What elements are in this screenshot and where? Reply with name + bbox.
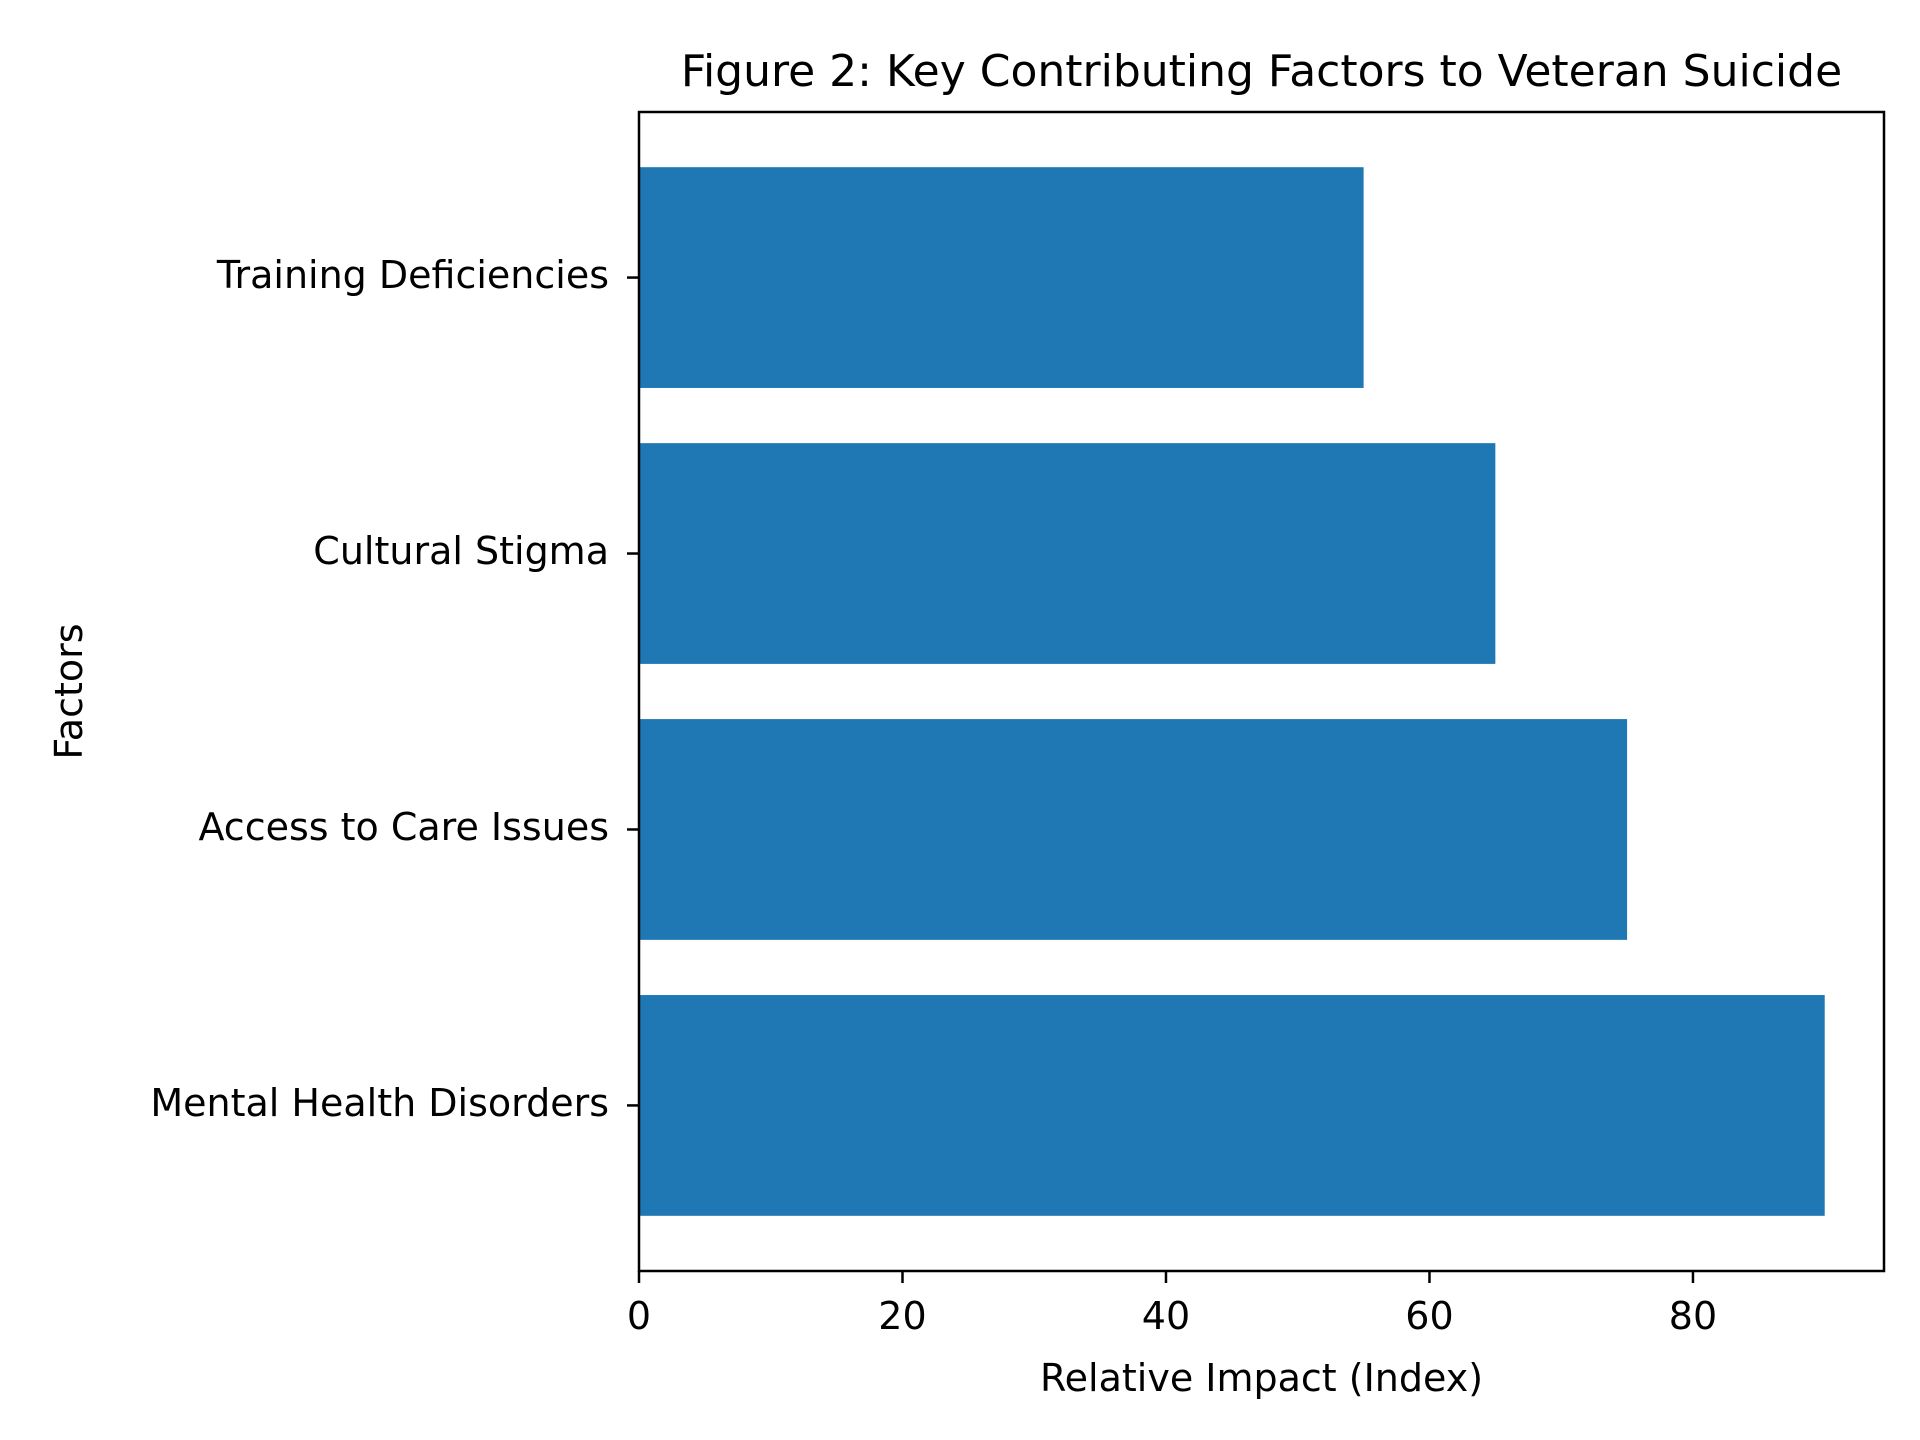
bar-cultural-stigma bbox=[639, 443, 1496, 664]
y-tick-label: Access to Care Issues bbox=[198, 805, 609, 849]
y-tick-label: Mental Health Disorders bbox=[150, 1081, 609, 1125]
x-tick-label: 60 bbox=[1405, 1294, 1453, 1338]
bar-training-deficiencies bbox=[639, 167, 1364, 388]
y-tick-label: Cultural Stigma bbox=[313, 529, 609, 573]
bar-mental-health-disorders bbox=[639, 995, 1825, 1216]
bar-access-to-care-issues bbox=[639, 719, 1628, 940]
plot-frame bbox=[637, 110, 1886, 1273]
x-axis-ticks: 0 20 40 60 80 bbox=[627, 1271, 1717, 1338]
y-axis-label: Factors bbox=[47, 623, 91, 759]
x-tick-label: 40 bbox=[1142, 1294, 1190, 1338]
x-tick-label: 0 bbox=[627, 1294, 651, 1338]
x-tick-label: 20 bbox=[878, 1294, 926, 1338]
chart-title: Figure 2: Key Contributing Factors to Ve… bbox=[681, 46, 1842, 97]
y-axis-ticks: Mental Health Disorders Access to Care Is… bbox=[150, 253, 639, 1125]
bars-group bbox=[639, 167, 1825, 1216]
y-tick-label: Training Deficiencies bbox=[216, 253, 609, 297]
x-axis-label: Relative Impact (Index) bbox=[1040, 1356, 1483, 1400]
x-tick-label: 80 bbox=[1669, 1294, 1717, 1338]
